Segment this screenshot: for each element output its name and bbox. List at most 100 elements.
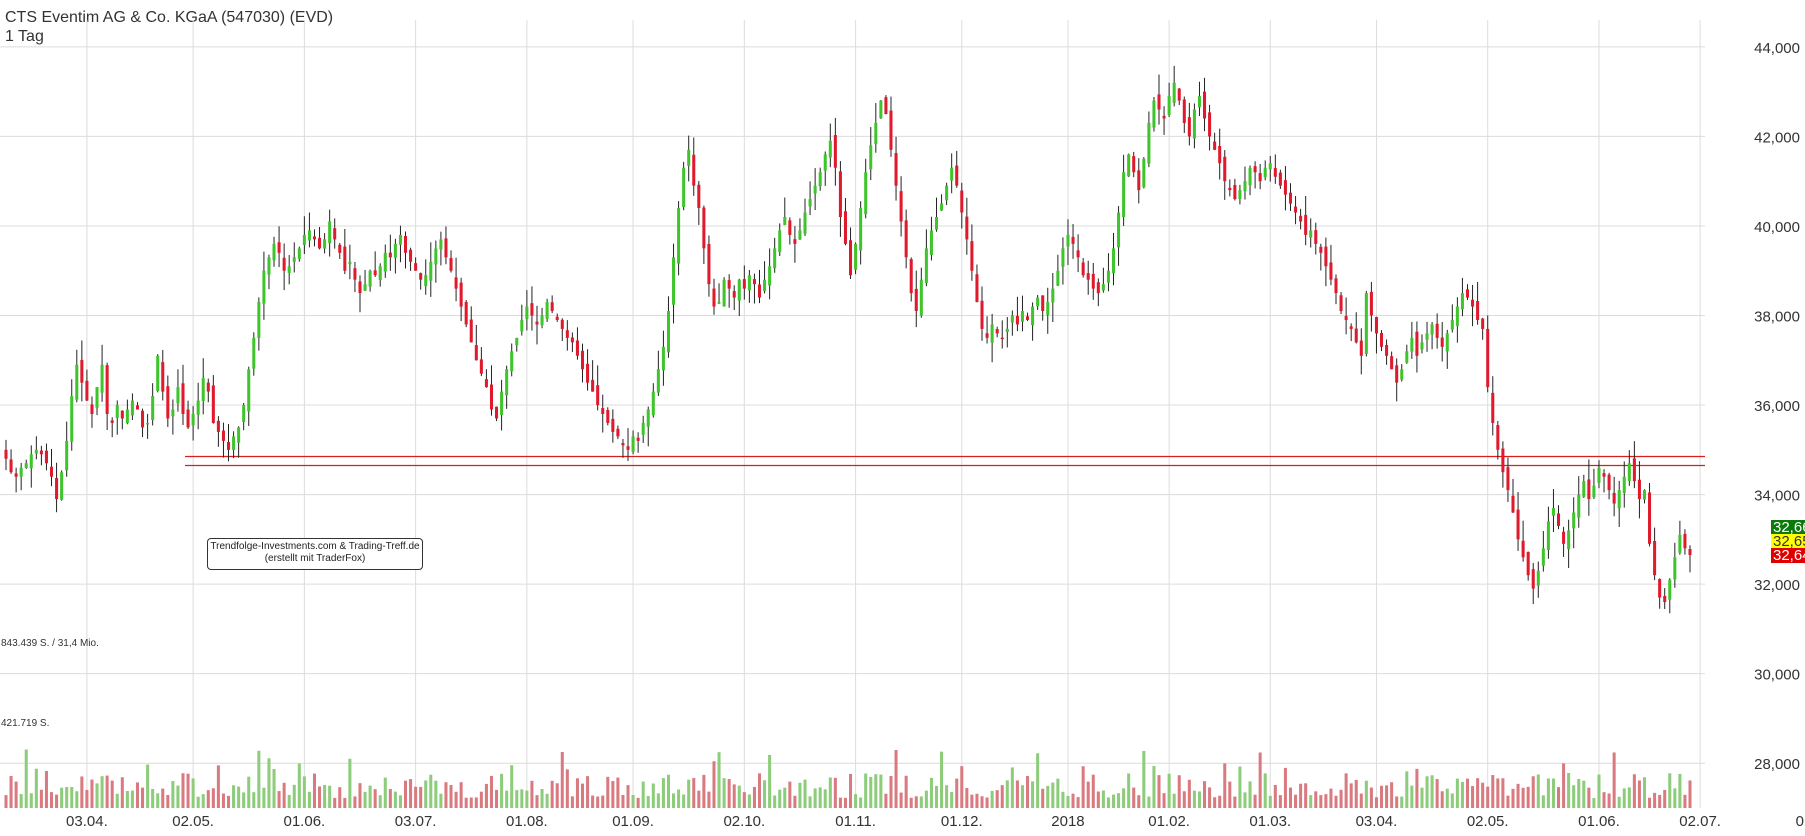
volume-bar — [899, 792, 903, 808]
volume-bar — [373, 789, 377, 808]
volume-bar — [398, 795, 402, 808]
candle-body — [409, 249, 413, 262]
candle-body — [1020, 311, 1024, 322]
volume-bar — [560, 751, 564, 808]
interval-label: 1 Tag — [5, 28, 44, 45]
candle-body — [85, 380, 89, 401]
volume-bar — [823, 789, 827, 808]
candle-body — [363, 284, 367, 291]
volume-bar — [955, 778, 959, 808]
candle-body — [1117, 212, 1121, 248]
candle-body — [702, 207, 706, 249]
candle-body — [257, 302, 261, 338]
candle-body — [1531, 569, 1535, 589]
volume-bar — [1364, 780, 1368, 808]
volume-bar — [307, 791, 311, 808]
volume-bar — [1683, 794, 1687, 808]
candle-body — [1430, 324, 1434, 335]
candle-body — [292, 257, 296, 262]
x-tick-label: 01.09. — [612, 813, 654, 830]
volume-bar — [515, 790, 519, 808]
candle-body — [75, 364, 79, 400]
volume-bar — [302, 776, 306, 808]
volume-bar — [171, 781, 175, 808]
candle-body — [1258, 173, 1262, 182]
volume-bar — [161, 788, 165, 808]
volume-bar — [783, 787, 787, 808]
volume-bar — [1400, 796, 1404, 808]
candle-body — [312, 236, 316, 240]
candle-body — [899, 191, 903, 222]
volume-max-label: 843.439 S. / 31,4 Mio. — [1, 638, 99, 649]
candle-body — [732, 291, 736, 298]
candle-body — [742, 279, 746, 289]
volume-bar — [1627, 787, 1631, 808]
candle-body — [1278, 172, 1282, 186]
price-tag: 32,640 — [1771, 548, 1805, 563]
volume-bar — [1486, 786, 1490, 808]
volume-bar — [141, 787, 145, 808]
candle-body — [206, 382, 210, 392]
volume-bars — [4, 749, 1692, 808]
volume-bar — [666, 774, 670, 808]
volume-mid-label: 421.719 S. — [1, 718, 50, 729]
candle-body — [661, 346, 665, 371]
volume-bar — [646, 795, 650, 808]
candle-body — [1324, 246, 1328, 267]
candle-body — [1213, 141, 1217, 150]
volume-bar — [808, 796, 812, 808]
candle-body — [1612, 492, 1616, 504]
candle-body — [712, 288, 716, 307]
volume-bar — [1020, 785, 1024, 808]
candle-body — [156, 355, 160, 391]
candle-body — [1152, 100, 1156, 128]
candle-body — [464, 301, 468, 325]
volume-bar — [444, 782, 448, 808]
candle-body — [130, 400, 134, 416]
candle-body — [1294, 206, 1298, 213]
volume-bar — [110, 780, 114, 808]
candle-body — [358, 281, 362, 294]
volume-bar — [960, 766, 964, 808]
candle-body — [1349, 326, 1353, 329]
volume-bar — [328, 785, 332, 808]
x-tick-label: 03.04. — [66, 813, 108, 830]
candle-body — [1334, 278, 1338, 294]
candle-body — [682, 167, 686, 208]
volume-bar — [348, 758, 352, 808]
candle-body — [950, 167, 954, 181]
candle-body — [242, 405, 246, 423]
volume-bar — [1182, 791, 1186, 808]
candle-body — [651, 391, 655, 416]
volume-bar — [206, 790, 210, 808]
volume-bar — [1243, 792, 1247, 808]
volume-bar — [312, 773, 316, 808]
candle-body — [1678, 534, 1682, 553]
candle-body — [823, 154, 827, 171]
price-tag: 32,650 — [1771, 534, 1805, 549]
candle-body — [849, 240, 853, 276]
candle-body — [914, 288, 918, 312]
candle-body — [60, 472, 64, 500]
volume-bar — [1096, 791, 1100, 808]
candle-body — [1329, 262, 1333, 280]
volume-bar — [611, 781, 615, 808]
volume-bar — [1258, 752, 1262, 808]
candle-body — [1450, 319, 1454, 330]
volume-bar — [1046, 785, 1050, 808]
volume-bar — [1203, 781, 1207, 808]
volume-bar — [454, 791, 458, 808]
volume-bar — [631, 795, 635, 808]
candle-body — [940, 203, 944, 211]
candle-body — [1010, 315, 1014, 323]
candle-body — [1673, 557, 1677, 580]
volume-bar — [221, 793, 225, 808]
volume-bar — [1299, 783, 1303, 808]
candle-body — [631, 436, 635, 452]
volume-bar — [1430, 775, 1434, 808]
candle-body — [24, 463, 28, 468]
volume-bar — [889, 775, 893, 808]
candle-body — [1400, 369, 1404, 380]
volume-bar — [545, 793, 549, 808]
